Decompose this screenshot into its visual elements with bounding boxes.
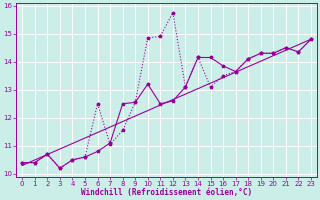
X-axis label: Windchill (Refroidissement éolien,°C): Windchill (Refroidissement éolien,°C) — [81, 188, 252, 197]
